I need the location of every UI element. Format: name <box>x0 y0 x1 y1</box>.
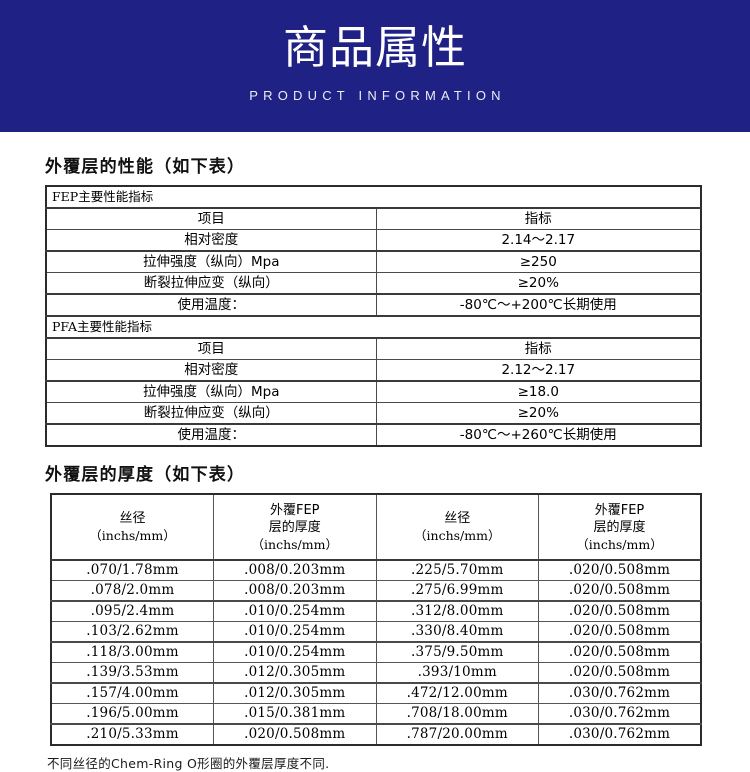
cell-wire-diameter-1: .196/5.00mm <box>50 703 214 725</box>
table-row-header: 项目 指标 <box>45 207 702 230</box>
cell-fep-thickness-1: .010/0.254mm <box>213 641 377 663</box>
cell-wire-diameter-2: .472/12.00mm <box>375 682 539 704</box>
performance-table: FEP主要性能指标 项目 指标 相对密度 2.14～2.17 拉伸强度（纵向）M… <box>45 185 702 447</box>
cell-wire-diameter-1: .070/1.78mm <box>50 559 214 581</box>
cell-wire-diameter-2: .393/10mm <box>375 662 539 684</box>
cell-wire-diameter-2: .330/8.40mm <box>375 621 539 643</box>
table-row: 拉伸强度（纵向）Mpa ≥250 <box>45 250 702 273</box>
table-row: 相对密度 2.14～2.17 <box>45 229 702 252</box>
table-row-header: 项目 指标 <box>45 337 702 360</box>
cell-item: 相对密度 <box>45 229 377 252</box>
table-row-subheader: PFA主要性能指标 <box>45 315 702 339</box>
column-header-wire-diameter-1: 丝径 （inchs/mm） <box>50 493 214 561</box>
table-row: .095/2.4mm .010/0.254mm .312/8.00mm .020… <box>50 600 702 622</box>
table-row: .118/3.00mm .010/0.254mm .375/9.50mm .02… <box>50 641 702 663</box>
cell-item: 相对密度 <box>45 359 377 382</box>
table-row: .196/5.00mm .015/0.381mm .708/18.00mm .0… <box>50 703 702 725</box>
cell-value: ≥250 <box>375 250 702 273</box>
cell-wire-diameter-1: .139/3.53mm <box>50 662 214 684</box>
table-row: .157/4.00mm .012/0.305mm .472/12.00mm .0… <box>50 682 702 704</box>
cell-wire-diameter-2: .275/6.99mm <box>375 580 539 602</box>
column-header-item: 项目 <box>45 207 377 230</box>
table-row: .103/2.62mm .010/0.254mm .330/8.40mm .02… <box>50 621 702 643</box>
cell-item: 拉伸强度（纵向）Mpa <box>45 380 377 403</box>
cell-item: 使用温度： <box>45 423 377 447</box>
page-content: 外覆层的性能（如下表） FEP主要性能指标 项目 指标 相对密度 2.14～2.… <box>0 152 750 772</box>
cell-fep-thickness-2: .020/0.508mm <box>538 621 702 643</box>
cell-fep-thickness-2: .020/0.508mm <box>538 662 702 684</box>
table-row: 拉伸强度（纵向）Mpa ≥18.0 <box>45 380 702 403</box>
fep-subheader: FEP主要性能指标 <box>45 185 702 209</box>
column-header-fep-thickness-2: 外覆FEP 层的厚度 （inchs/mm） <box>538 493 702 561</box>
performance-section-heading: 外覆层的性能（如下表） <box>45 157 246 177</box>
thickness-table-body: .070/1.78mm .008/0.203mm .225/5.70mm .02… <box>50 559 702 746</box>
thickness-section-heading: 外覆层的厚度（如下表） <box>45 465 246 485</box>
thickness-footnote: 不同丝径的Chem-Ring O形圈的外覆层厚度不同. <box>47 756 330 771</box>
cell-wire-diameter-2: .375/9.50mm <box>375 641 539 663</box>
column-header-index: 指标 <box>375 337 702 360</box>
cell-item: 断裂拉伸应变（纵向） <box>45 272 377 295</box>
cell-fep-thickness-2: .020/0.508mm <box>538 641 702 663</box>
cell-item: 使用温度： <box>45 293 377 317</box>
cell-value: 2.12～2.17 <box>375 359 702 382</box>
cell-fep-thickness-2: .030/0.762mm <box>538 723 702 746</box>
cell-fep-thickness-1: .012/0.305mm <box>213 662 377 684</box>
cell-value: ≥20% <box>375 402 702 425</box>
table-row-subheader: FEP主要性能指标 <box>45 185 702 209</box>
cell-fep-thickness-2: .020/0.508mm <box>538 580 702 602</box>
cell-fep-thickness-2: .030/0.762mm <box>538 703 702 725</box>
page-subtitle: PRODUCT INFORMATION <box>249 88 506 103</box>
page-title: 商品属性 <box>282 21 467 74</box>
column-header-fep-thickness-1: 外覆FEP 层的厚度 （inchs/mm） <box>213 493 377 561</box>
cell-fep-thickness-2: .020/0.508mm <box>538 559 702 581</box>
cell-fep-thickness-2: .020/0.508mm <box>538 600 702 622</box>
cell-wire-diameter-1: .157/4.00mm <box>50 682 214 704</box>
cell-wire-diameter-1: .118/3.00mm <box>50 641 214 663</box>
table-row: 断裂拉伸应变（纵向） ≥20% <box>45 402 702 425</box>
thickness-table: 丝径 （inchs/mm） 外覆FEP 层的厚度 （inchs/mm） 丝径 （… <box>50 493 702 746</box>
table-row: .070/1.78mm .008/0.203mm .225/5.70mm .02… <box>50 559 702 581</box>
table-row: .210/5.33mm .020/0.508mm .787/20.00mm .0… <box>50 723 702 746</box>
table-row-header: 丝径 （inchs/mm） 外覆FEP 层的厚度 （inchs/mm） 丝径 （… <box>50 493 702 561</box>
cell-fep-thickness-2: .030/0.762mm <box>538 682 702 704</box>
cell-value: 2.14～2.17 <box>375 229 702 252</box>
cell-fep-thickness-1: .010/0.254mm <box>213 600 377 622</box>
cell-value: -80℃～+200℃长期使用 <box>375 293 702 317</box>
cell-wire-diameter-1: .103/2.62mm <box>50 621 214 643</box>
cell-item: 断裂拉伸应变（纵向） <box>45 402 377 425</box>
cell-fep-thickness-1: .015/0.381mm <box>213 703 377 725</box>
pfa-subheader: PFA主要性能指标 <box>45 315 702 339</box>
table-row: 断裂拉伸应变（纵向） ≥20% <box>45 272 702 295</box>
page-banner: 商品属性 PRODUCT INFORMATION <box>0 0 750 132</box>
cell-fep-thickness-1: .008/0.203mm <box>213 559 377 581</box>
cell-fep-thickness-1: .020/0.508mm <box>213 723 377 746</box>
column-header-wire-diameter-2: 丝径 （inchs/mm） <box>375 493 539 561</box>
cell-wire-diameter-2: .787/20.00mm <box>375 723 539 746</box>
cell-item: 拉伸强度（纵向）Mpa <box>45 250 377 273</box>
cell-value: ≥18.0 <box>375 380 702 403</box>
cell-wire-diameter-1: .210/5.33mm <box>50 723 214 746</box>
cell-wire-diameter-2: .312/8.00mm <box>375 600 539 622</box>
cell-wire-diameter-2: .708/18.00mm <box>375 703 539 725</box>
cell-wire-diameter-1: .078/2.0mm <box>50 580 214 602</box>
column-header-item: 项目 <box>45 337 377 360</box>
cell-value: -80℃～+260℃长期使用 <box>375 423 702 447</box>
table-row: .078/2.0mm .008/0.203mm .275/6.99mm .020… <box>50 580 702 602</box>
cell-fep-thickness-1: .010/0.254mm <box>213 621 377 643</box>
table-row: .139/3.53mm .012/0.305mm .393/10mm .020/… <box>50 662 702 684</box>
table-row: 使用温度： -80℃～+260℃长期使用 <box>45 423 702 447</box>
table-row: 相对密度 2.12～2.17 <box>45 359 702 382</box>
cell-fep-thickness-1: .012/0.305mm <box>213 682 377 704</box>
cell-value: ≥20% <box>375 272 702 295</box>
table-row: 使用温度： -80℃～+200℃长期使用 <box>45 293 702 317</box>
column-header-index: 指标 <box>375 207 702 230</box>
cell-wire-diameter-1: .095/2.4mm <box>50 600 214 622</box>
cell-wire-diameter-2: .225/5.70mm <box>375 559 539 581</box>
cell-fep-thickness-1: .008/0.203mm <box>213 580 377 602</box>
